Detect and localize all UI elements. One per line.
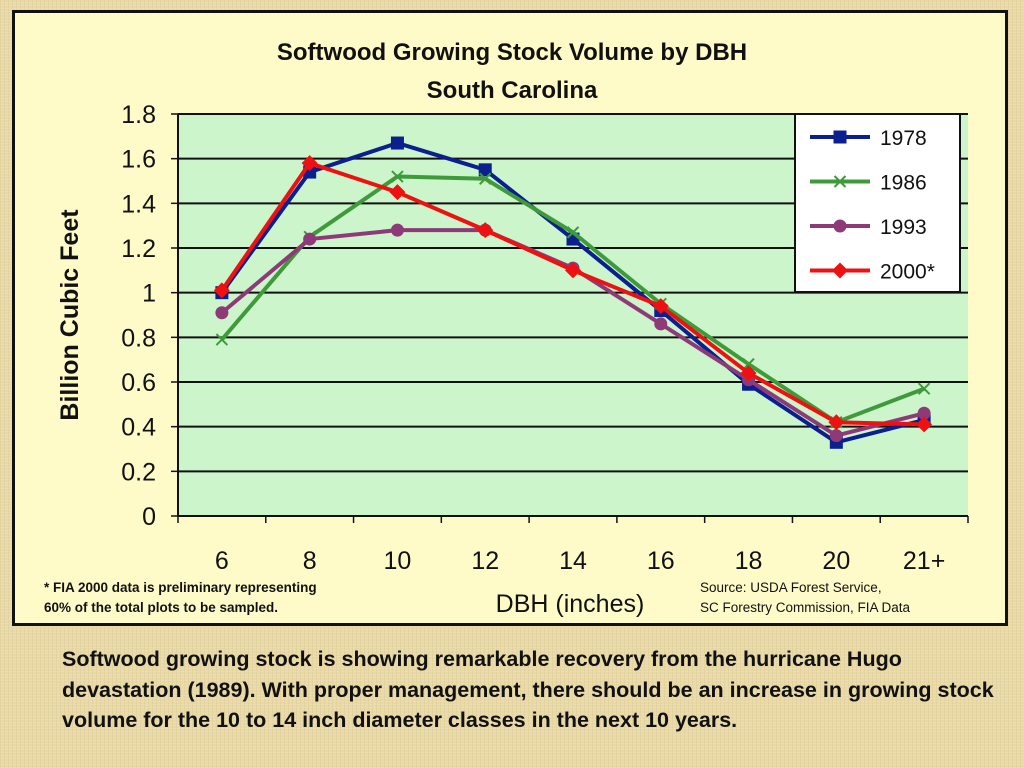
data-point (477, 222, 494, 239)
x-tick-label: 6 (215, 547, 229, 575)
legend-swatch-marker (833, 219, 847, 233)
x-tick-label: 14 (559, 547, 587, 575)
data-point (916, 416, 933, 433)
x-tick-label: 12 (471, 547, 499, 575)
line-chart: Softwood Growing Stock Volume by DBH Sou… (56, 39, 969, 618)
source-line: SC Forestry Commission, FIA Data (700, 600, 911, 615)
data-point (829, 429, 843, 443)
y-tick-label: 1.4 (121, 190, 156, 218)
axes (177, 114, 968, 517)
data-point (391, 170, 404, 183)
legend: 1978 1986 1993 2000* (794, 113, 961, 293)
data-point (389, 184, 406, 201)
data-point (215, 333, 229, 346)
data-point (917, 406, 931, 420)
data-point (652, 298, 669, 315)
legend-label: 2000* (880, 261, 935, 284)
y-tick-label: 0.8 (121, 324, 156, 352)
legend-item: 2000* (810, 261, 935, 284)
y-tick-label: 0.2 (121, 458, 156, 486)
legend-label: 1993 (880, 216, 927, 239)
data-point (215, 306, 229, 320)
y-tick-label: 1.8 (121, 101, 156, 129)
data-point (566, 226, 580, 239)
data-point (828, 414, 845, 431)
x-axis-ticks: 6 8 10 12 14 16 18 20 21+ (177, 516, 969, 575)
footnote-line: 60% of the total plots to be sampled. (44, 600, 279, 615)
legend-item: 1993 (810, 216, 927, 239)
footnote: * FIA 2000 data is preliminary represent… (44, 578, 317, 618)
legend-item: 1986 (810, 172, 927, 195)
data-point (654, 317, 668, 331)
y-axis-ticks: 0 0.2 0.4 0.6 0.8 1 1.2 1.4 1.6 1.8 (121, 101, 178, 531)
footnote-line: * FIA 2000 data is preliminary represent… (44, 580, 317, 595)
y-axis-label: Billion Cubic Feet (56, 209, 84, 421)
legend-label: 1986 (880, 172, 927, 195)
y-tick-label: 0.4 (121, 414, 156, 442)
x-axis-label: DBH (inches) (496, 590, 645, 618)
series-layer (213, 136, 933, 449)
chart-subtitle: South Carolina (427, 77, 598, 104)
x-tick-label: 18 (735, 547, 763, 575)
source-note: Source: USDA Forest Service, SC Forestry… (700, 578, 910, 618)
data-point (479, 172, 492, 185)
data-point (301, 155, 318, 172)
y-tick-label: 0.6 (121, 369, 156, 397)
x-tick-label: 10 (384, 547, 412, 575)
source-line: Source: USDA Forest Service, (700, 580, 882, 595)
data-point (740, 365, 757, 382)
y-tick-label: 1.2 (121, 235, 156, 263)
x-tick-label: 16 (647, 547, 675, 575)
data-point (917, 382, 931, 395)
legend-label: 1978 (880, 127, 927, 150)
y-tick-label: 0 (142, 503, 156, 531)
x-tick-label: 20 (822, 547, 850, 575)
legend-box (794, 113, 961, 293)
x-tick-label: 21+ (903, 547, 945, 575)
data-point (390, 223, 404, 237)
legend-swatch-marker (833, 175, 847, 188)
chart-title: Softwood Growing Stock Volume by DBH (277, 39, 747, 66)
data-point (478, 163, 492, 177)
data-point (565, 262, 581, 279)
y-tick-label: 1.6 (121, 146, 156, 174)
body-paragraph: Softwood growing stock is showing remark… (62, 647, 994, 732)
series-2000 (213, 155, 933, 433)
legend-swatch-marker (833, 130, 847, 144)
x-tick-label: 8 (303, 547, 317, 575)
legend-swatch-marker (832, 262, 848, 279)
data-point (213, 282, 230, 299)
data-point (390, 136, 404, 150)
y-tick-label: 1 (142, 280, 156, 308)
legend-item: 1978 (810, 127, 927, 150)
data-point (303, 232, 317, 246)
